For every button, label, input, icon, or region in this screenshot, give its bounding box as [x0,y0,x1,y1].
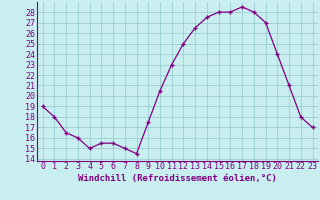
X-axis label: Windchill (Refroidissement éolien,°C): Windchill (Refroidissement éolien,°C) [78,174,277,183]
